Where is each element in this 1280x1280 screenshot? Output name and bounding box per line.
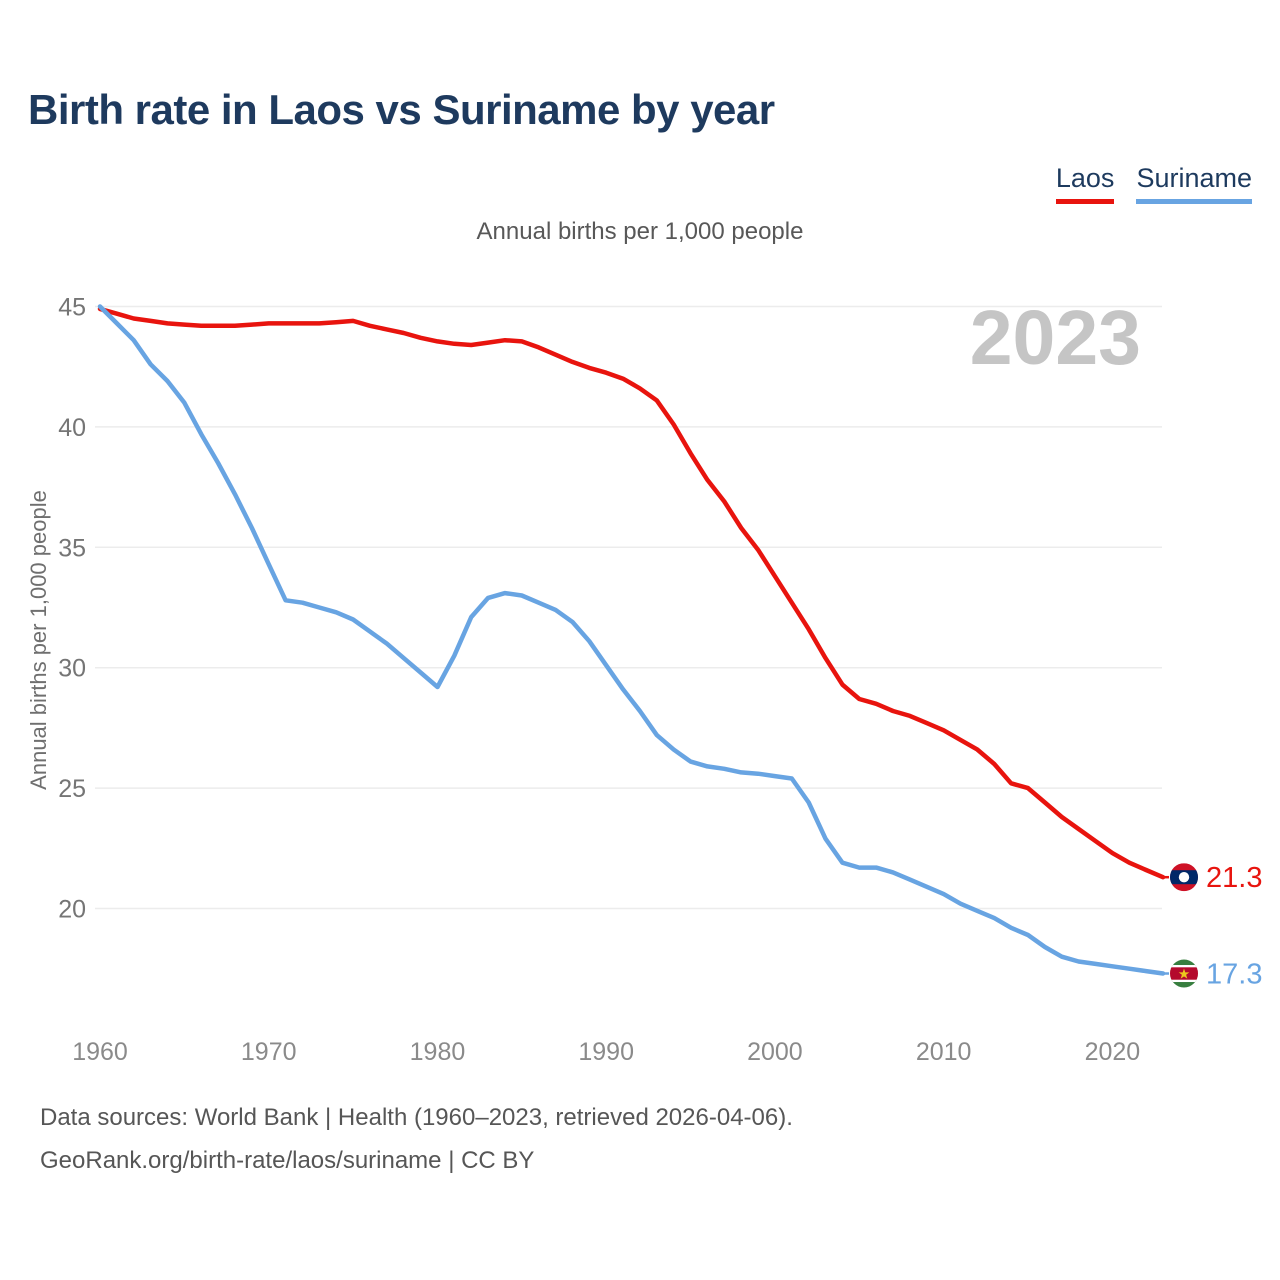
legend: Laos Suriname [1055,163,1252,204]
y-tick-label: 45 [58,294,86,322]
x-tick-label: 2010 [916,1038,972,1066]
x-tick-label: 1980 [410,1038,466,1066]
y-tick-label: 30 [58,655,86,683]
chart-subtitle: Annual births per 1,000 people [476,218,804,245]
end-value-suriname: 17.3 [1206,959,1262,991]
footer-sources-line: Data sources: World Bank | Health (1960–… [40,1104,793,1131]
y-tick-label: 20 [58,896,86,924]
y-tick-label: 40 [58,414,86,442]
footer: Data sources: World Bank | Health (1960–… [40,1096,793,1182]
y-tick-label: 25 [58,775,86,803]
end-value-laos: 21.3 [1206,862,1262,894]
x-tick-label: 1960 [72,1038,128,1066]
watermark-year: 2023 [970,295,1141,381]
x-tick-label: 1970 [241,1038,297,1066]
legend-item-laos[interactable]: Laos [1055,163,1115,204]
series-line-suriname [97,304,1166,976]
y-axis-title: Annual births per 1,000 people [26,490,51,790]
footer-attribution-line: GeoRank.org/birth-rate/laos/suriname | C… [40,1147,535,1174]
x-tick-label: 2000 [747,1038,803,1066]
x-tick-label: 1990 [578,1038,634,1066]
x-tick-label: 2020 [1085,1038,1141,1066]
legend-item-suriname[interactable]: Suriname [1136,163,1252,204]
page-title: Birth rate in Laos vs Suriname by year [28,86,775,133]
laos-flag-icon [1170,863,1198,892]
series-line-laos [97,306,1166,880]
y-tick-label: 35 [58,534,86,562]
suriname-flag-icon [1170,959,1198,988]
